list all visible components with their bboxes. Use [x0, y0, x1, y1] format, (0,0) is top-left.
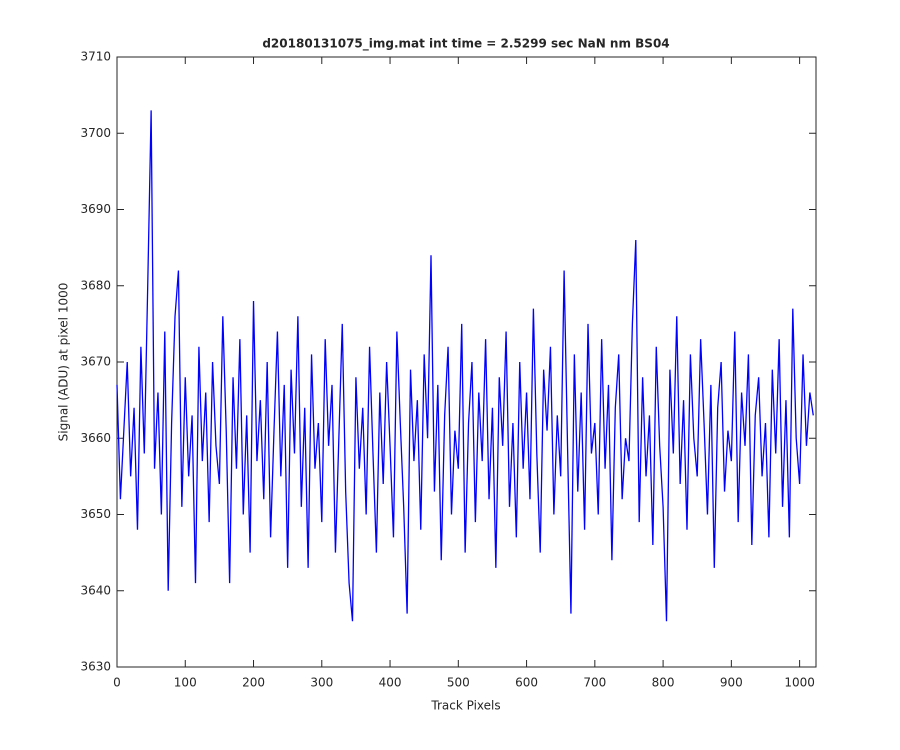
- x-tick-label: 200: [242, 676, 265, 690]
- x-tick-label: 900: [720, 676, 743, 690]
- y-tick-label: 3630: [80, 660, 111, 674]
- y-tick-label: 3680: [80, 278, 111, 292]
- y-tick-label: 3640: [80, 583, 111, 597]
- y-axis-label: Signal (ADU) at pixel 1000: [57, 283, 71, 442]
- x-tick-label: 0: [113, 676, 121, 690]
- data-line: [116, 110, 814, 622]
- y-tick-label: 3650: [80, 507, 111, 521]
- y-tick-label: 3690: [80, 202, 111, 216]
- y-tick-label: 3660: [80, 431, 111, 445]
- y-tick-label: 3700: [80, 126, 111, 140]
- x-tick-label: 400: [379, 676, 402, 690]
- x-tick-label: 800: [652, 676, 675, 690]
- x-tick-label: 600: [515, 676, 538, 690]
- chart-title: d20180131075_img.mat int time = 2.5299 s…: [262, 37, 669, 52]
- x-tick-label: 100: [174, 676, 197, 690]
- x-tick-label: 300: [310, 676, 333, 690]
- x-axis-label: Track Pixels: [430, 699, 500, 713]
- x-tick-label: 500: [447, 676, 470, 690]
- x-tick-label: 1000: [784, 676, 815, 690]
- y-tick-label: 3670: [80, 355, 111, 369]
- y-tick-label: 3710: [80, 50, 111, 64]
- x-tick-label: 700: [583, 676, 606, 690]
